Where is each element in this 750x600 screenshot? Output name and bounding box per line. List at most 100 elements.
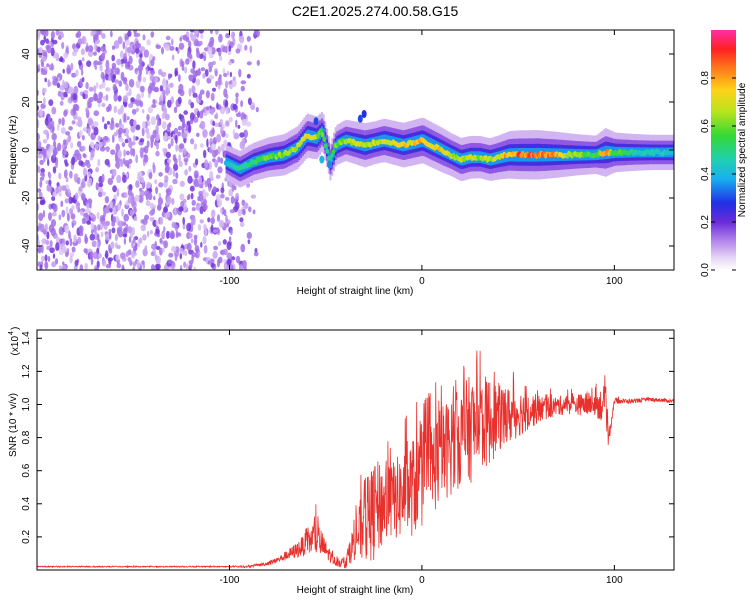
ridge-spur xyxy=(319,155,325,164)
noise-speck xyxy=(141,260,145,265)
noise-speck xyxy=(77,236,82,244)
noise-speck xyxy=(78,186,83,192)
noise-speck xyxy=(190,238,194,244)
noise-speck xyxy=(66,67,72,75)
y-tick-label: 40 xyxy=(21,48,32,60)
noise-speck xyxy=(55,161,59,169)
y-tick-label: 0.8 xyxy=(21,430,32,444)
noise-speck xyxy=(90,222,95,230)
noise-speck xyxy=(219,56,223,61)
snr-scale-exp: 4 xyxy=(8,331,15,335)
noise-speck xyxy=(62,261,65,266)
noise-speck xyxy=(155,220,159,226)
noise-speck xyxy=(118,80,123,87)
noise-speck xyxy=(241,118,247,126)
noise-speck xyxy=(191,85,196,94)
noise-speck xyxy=(51,196,56,202)
noise-speck xyxy=(41,238,47,245)
noise-speck xyxy=(122,157,126,165)
noise-speck xyxy=(55,242,60,251)
noise-speck xyxy=(68,86,74,95)
noise-speck xyxy=(124,45,128,55)
noise-speck xyxy=(179,37,182,42)
noise-speck xyxy=(200,67,206,72)
noise-speck xyxy=(40,67,44,72)
noise-speck xyxy=(216,102,219,110)
noise-speck xyxy=(125,250,130,257)
noise-speck xyxy=(225,196,230,201)
noise-speck xyxy=(210,224,214,233)
noise-speck xyxy=(117,149,122,159)
noise-speck xyxy=(123,213,129,222)
noise-speck xyxy=(100,231,104,238)
noise-speck xyxy=(112,185,117,193)
ridge-halo xyxy=(327,149,330,161)
noise-speck xyxy=(88,86,94,92)
noise-speck xyxy=(142,234,147,241)
y-tick-label: -20 xyxy=(21,190,32,205)
noise-speck xyxy=(144,245,148,250)
noise-speck xyxy=(188,40,192,48)
noise-speck xyxy=(95,167,99,173)
noise-speck xyxy=(229,83,233,90)
y-tick-label: 1.0 xyxy=(21,397,32,411)
noise-speck xyxy=(48,99,54,106)
noise-speck xyxy=(135,40,140,49)
noise-speck xyxy=(87,117,93,126)
noise-speck xyxy=(119,252,126,260)
noise-speck xyxy=(151,243,156,250)
noise-speck xyxy=(122,233,128,238)
noise-speck xyxy=(122,95,129,103)
noise-speck xyxy=(104,205,110,214)
noise-speck xyxy=(85,107,89,114)
noise-speck xyxy=(128,88,132,96)
colorbar-label: Normalized spectral amplitude xyxy=(737,82,748,217)
noise-speck xyxy=(93,92,98,102)
noise-speck xyxy=(84,236,89,245)
noise-speck xyxy=(177,131,182,137)
noise-speck xyxy=(70,213,76,220)
snr-scale-close: ) xyxy=(10,327,21,330)
noise-speck xyxy=(110,241,115,249)
noise-speck xyxy=(188,124,192,134)
noise-speck xyxy=(95,82,99,89)
noise-speck xyxy=(152,164,156,174)
noise-speck xyxy=(146,114,150,122)
noise-speck xyxy=(47,122,53,130)
noise-speck xyxy=(198,175,202,185)
noise-speck xyxy=(228,236,232,241)
noise-speck xyxy=(127,195,133,204)
noise-speck xyxy=(134,242,138,250)
noise-speck xyxy=(218,240,222,247)
noise-speck xyxy=(132,261,137,267)
noise-speck xyxy=(218,74,222,79)
noise-speck xyxy=(163,265,167,270)
noise-speck xyxy=(110,68,114,74)
noise-speck xyxy=(156,204,162,211)
noise-speck xyxy=(43,97,46,106)
noise-speck xyxy=(102,52,106,57)
noise-speck xyxy=(235,96,239,105)
noise-speck xyxy=(71,222,75,229)
noise-speck xyxy=(98,141,104,148)
noise-speck xyxy=(71,156,76,166)
noise-speck xyxy=(226,241,232,251)
noise-speck xyxy=(224,80,229,89)
noise-speck xyxy=(44,77,47,83)
noise-speck xyxy=(116,174,122,184)
noise-speck xyxy=(90,141,95,148)
noise-speck xyxy=(37,132,40,142)
noise-speck xyxy=(88,210,92,216)
noise-speck xyxy=(104,220,110,227)
noise-speck xyxy=(59,56,64,63)
noise-speck xyxy=(158,172,163,177)
noise-speck xyxy=(113,40,120,49)
noise-speck xyxy=(46,184,51,192)
noise-speck xyxy=(40,39,45,46)
noise-speck xyxy=(58,172,62,180)
noise-speck xyxy=(67,188,71,195)
noise-speck xyxy=(104,196,110,204)
noise-speck xyxy=(63,52,69,59)
noise-speck xyxy=(188,232,193,239)
noise-speck xyxy=(93,85,97,93)
